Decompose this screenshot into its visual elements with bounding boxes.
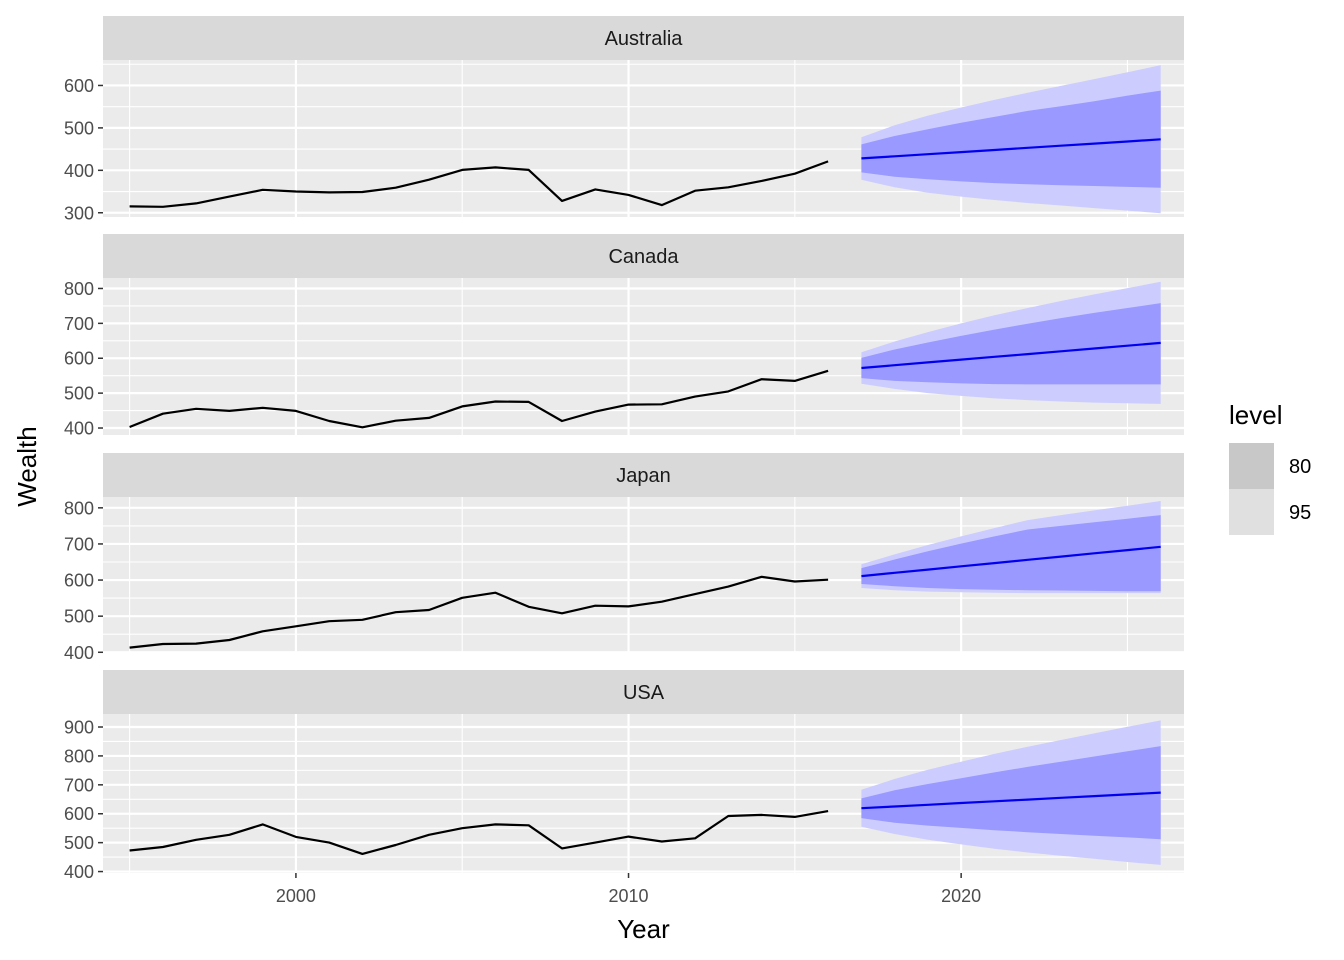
panel-australia: Australia 300 400 500 600 [64,16,1184,223]
legend-key-95 [1229,489,1274,535]
forecast-mean-line [861,791,1161,810]
y-tick-label: 400 [64,419,94,439]
panel-data [129,501,1161,649]
legend-title: level [1229,400,1282,430]
panel-canada: Canada 400 500 600 700 800 [64,234,1184,439]
panel-data [129,65,1161,214]
y-tick-label: 600 [64,804,94,824]
history-line [129,810,829,855]
history-line [129,575,829,649]
y-tick-label: 800 [64,498,94,518]
y-tick-label: 700 [64,534,94,554]
strip-usa [103,670,1184,714]
band-80 [861,303,1161,385]
x-tick-label: 2020 [941,886,981,906]
y-tick-label: 600 [64,76,94,96]
band-80 [861,515,1161,592]
y-tick-label: 600 [64,349,94,369]
strip-label-usa: USA [623,682,665,704]
band-80 [861,90,1161,188]
strip-canada [103,234,1184,278]
strip-label-japan: Japan [616,465,671,487]
panel-usa: USA 400 500 600 700 800 900 [64,670,1184,882]
x-tick-label: 2000 [276,886,316,906]
x-tick-label: 2010 [609,886,649,906]
strip-japan [103,453,1184,497]
y-axis-title: Wealth [12,426,42,506]
panel-data [129,281,1161,429]
x-axis-title: Year [617,914,670,944]
y-tick-label: 800 [64,279,94,299]
x-axis: 2000 2010 2020 [276,873,981,906]
y-tick-label: 500 [64,833,94,853]
y-tick-label: 500 [64,118,94,138]
y-tick-label: 700 [64,314,94,334]
legend-items: 80 95 [1229,443,1311,535]
y-tick-label: 400 [64,643,94,663]
history-line [129,369,829,429]
y-tick-label: 400 [64,862,94,882]
y-tick-label: 700 [64,775,94,795]
y-tick-label: 500 [64,384,94,404]
panel-data [129,720,1161,865]
legend-label-95: 95 [1289,502,1311,524]
history-line [129,160,829,208]
y-tick-label: 400 [64,161,94,181]
forecast-mean-line [861,341,1161,370]
strip-australia [103,16,1184,60]
strip-label-canada: Canada [608,246,679,268]
y-tick-label: 500 [64,607,94,627]
panel-japan: Japan 400 500 600 700 800 [64,453,1184,663]
legend: level 80 95 [1229,400,1311,535]
facet-panels: Australia 300 400 500 600 Canada 400 500 600 700 8… [64,16,1184,882]
band-80 [861,746,1161,840]
y-tick-label: 300 [64,203,94,223]
forecast-mean-line [861,545,1161,578]
forecast-mean-line [861,138,1161,160]
legend-label-80: 80 [1289,456,1311,478]
legend-key-80 [1229,443,1274,489]
strip-label-australia: Australia [605,28,684,50]
y-tick-label: 800 [64,746,94,766]
y-tick-label: 900 [64,718,94,738]
y-tick-label: 600 [64,571,94,591]
